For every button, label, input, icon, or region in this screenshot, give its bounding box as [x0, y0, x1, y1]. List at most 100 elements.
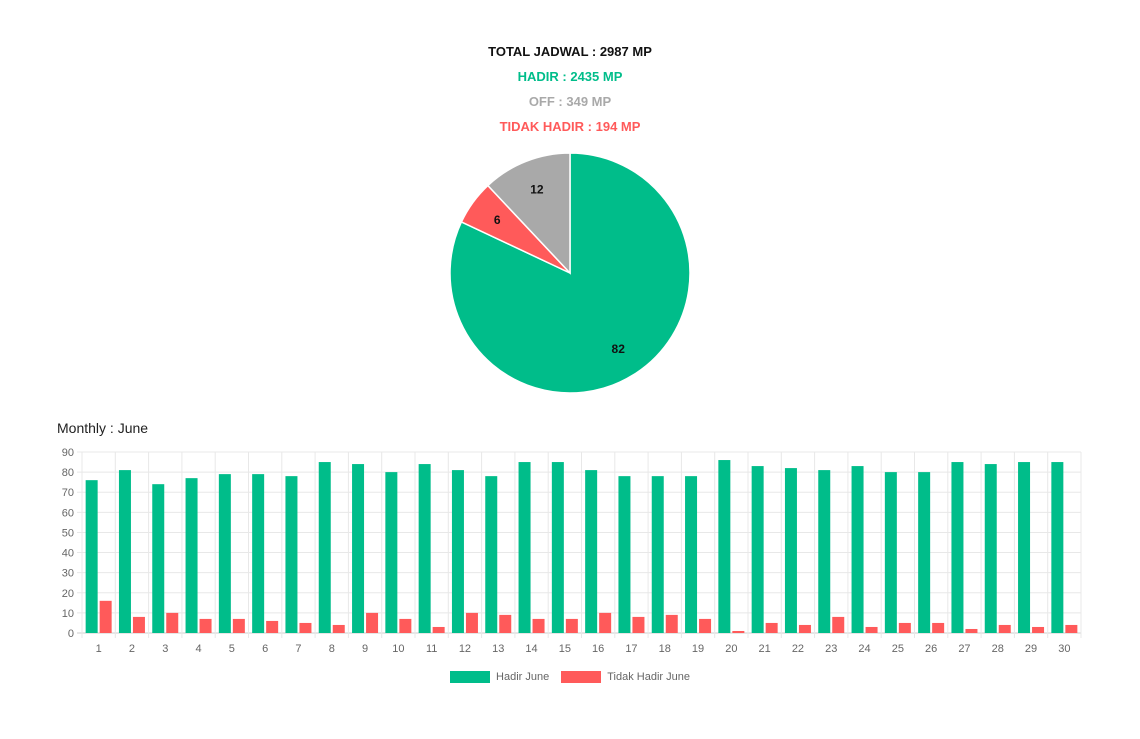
x-tick-label: 23 — [825, 643, 837, 655]
present-label: HADIR : 2435 MP — [517, 69, 623, 84]
bar-tidak-hadir[interactable] — [665, 614, 678, 633]
bar-tidak-hadir[interactable] — [699, 618, 712, 633]
bar-tidak-hadir[interactable] — [898, 622, 911, 633]
x-tick-label: 29 — [1025, 643, 1037, 655]
bar-hadir[interactable] — [1018, 462, 1031, 633]
legend-swatch-tidak-hadir — [561, 671, 602, 683]
bar-hadir[interactable] — [118, 470, 131, 633]
bar-tidak-hadir[interactable] — [499, 614, 512, 633]
bar-hadir[interactable] — [352, 464, 365, 633]
off-label: OFF : 349 MP — [528, 94, 612, 109]
bar-hadir[interactable] — [618, 476, 631, 633]
x-tick-label: 21 — [759, 643, 771, 655]
pie-slice[interactable] — [449, 152, 691, 394]
bar-tidak-hadir[interactable] — [166, 612, 179, 633]
bar-hadir[interactable] — [685, 476, 698, 633]
legend-item-tidak-hadir[interactable]: Tidak Hadir June — [561, 671, 690, 683]
x-tick-label: 18 — [659, 643, 671, 655]
x-tick-label: 12 — [459, 643, 471, 655]
bar-tidak-hadir[interactable] — [465, 612, 478, 633]
bar-tidak-hadir[interactable] — [266, 620, 279, 633]
bar-tidak-hadir[interactable] — [798, 624, 811, 633]
bar-tidak-hadir[interactable] — [599, 612, 612, 633]
bar-hadir[interactable] — [884, 472, 897, 633]
x-tick-label: 19 — [692, 643, 704, 655]
y-tick-label: 50 — [62, 527, 74, 539]
bar-hadir[interactable] — [451, 470, 464, 633]
bar-hadir[interactable] — [551, 462, 564, 633]
bar-hadir[interactable] — [185, 478, 198, 633]
y-tick-label: 90 — [62, 447, 74, 459]
bar-tidak-hadir[interactable] — [832, 616, 845, 633]
x-tick-label: 28 — [992, 643, 1004, 655]
x-tick-label: 10 — [392, 643, 404, 655]
absent-label: TIDAK HADIR : 194 MP — [499, 119, 641, 134]
x-tick-label: 9 — [362, 643, 368, 655]
bar-hadir[interactable] — [751, 466, 764, 633]
bar-tidak-hadir[interactable] — [965, 628, 978, 633]
bar-hadir[interactable] — [585, 470, 598, 633]
x-tick-label: 22 — [792, 643, 804, 655]
bar-tidak-hadir[interactable] — [732, 630, 745, 633]
bar-hadir[interactable] — [718, 460, 731, 633]
total-schedule-label: TOTAL JADWAL : 2987 MP — [488, 44, 652, 59]
bar-tidak-hadir[interactable] — [432, 626, 445, 633]
legend-swatch-hadir — [450, 671, 491, 683]
bar-tidak-hadir[interactable] — [998, 624, 1011, 633]
y-tick-label: 20 — [62, 588, 74, 600]
pie-slice-label: 82 — [612, 342, 626, 356]
bar-tidak-hadir[interactable] — [366, 612, 379, 633]
bar-hadir[interactable] — [85, 480, 98, 633]
x-tick-label: 4 — [195, 643, 201, 655]
monthly-chart-title: Monthly : June — [57, 420, 149, 436]
bar-tidak-hadir[interactable] — [765, 622, 778, 633]
bar-hadir[interactable] — [318, 462, 331, 633]
bar-tidak-hadir[interactable] — [932, 622, 945, 633]
bar-tidak-hadir[interactable] — [199, 618, 212, 633]
bar-tidak-hadir[interactable] — [132, 616, 145, 633]
bar-hadir[interactable] — [252, 474, 265, 633]
bar-tidak-hadir[interactable] — [1032, 626, 1045, 633]
bar-tidak-hadir[interactable] — [332, 624, 345, 633]
x-tick-label: 8 — [329, 643, 335, 655]
pie-slice[interactable] — [486, 152, 571, 275]
legend-item-hadir[interactable]: Hadir June — [450, 671, 549, 683]
bar-hadir[interactable] — [285, 476, 298, 633]
pie-slice-label: 12 — [530, 182, 544, 196]
x-tick-label: 13 — [492, 643, 504, 655]
bar-tidak-hadir[interactable] — [865, 626, 878, 633]
bar-hadir[interactable] — [951, 462, 964, 633]
bar-tidak-hadir[interactable] — [299, 622, 312, 633]
bar-tidak-hadir[interactable] — [565, 618, 578, 633]
bar-hadir[interactable] — [784, 468, 797, 633]
bar-tidak-hadir[interactable] — [532, 618, 545, 633]
legend-label-tidak-hadir: Tidak Hadir June — [607, 671, 690, 683]
bar-tidak-hadir[interactable] — [99, 600, 112, 633]
bar-hadir[interactable] — [485, 476, 498, 633]
bar-tidak-hadir[interactable] — [232, 618, 245, 633]
bar-tidak-hadir[interactable] — [1065, 624, 1078, 633]
bar-hadir[interactable] — [218, 474, 231, 633]
bar-hadir[interactable] — [418, 464, 431, 633]
x-tick-label: 15 — [559, 643, 571, 655]
y-tick-label: 60 — [62, 507, 74, 519]
x-tick-label: 17 — [625, 643, 637, 655]
bar-hadir[interactable] — [518, 462, 531, 633]
bar-hadir[interactable] — [385, 472, 398, 633]
x-tick-label: 27 — [958, 643, 970, 655]
bar-hadir[interactable] — [1051, 462, 1064, 633]
bar-tidak-hadir[interactable] — [632, 616, 645, 633]
x-tick-label: 16 — [592, 643, 604, 655]
bar-hadir[interactable] — [984, 464, 997, 633]
bar-hadir[interactable] — [651, 476, 664, 633]
pie-slice-label: 6 — [494, 213, 501, 227]
bar-hadir[interactable] — [818, 470, 831, 633]
bar-hadir[interactable] — [918, 472, 931, 633]
bar-hadir[interactable] — [152, 484, 165, 633]
bar-tidak-hadir[interactable] — [399, 618, 412, 633]
bar-hadir[interactable] — [851, 466, 864, 633]
x-tick-label: 30 — [1058, 643, 1070, 655]
x-tick-label: 11 — [426, 643, 437, 655]
x-tick-label: 3 — [162, 643, 168, 655]
